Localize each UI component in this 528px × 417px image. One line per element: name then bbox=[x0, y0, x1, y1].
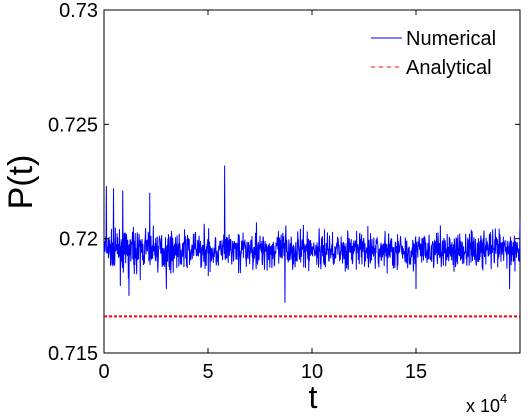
x-axis-label: t bbox=[309, 379, 318, 415]
x-tick-label: 5 bbox=[202, 361, 213, 383]
x-axis-multiplier: x 104 bbox=[466, 391, 507, 416]
x-tick-label: 15 bbox=[405, 361, 427, 383]
legend-label-numerical: Numerical bbox=[406, 28, 496, 50]
series-line-numerical bbox=[103, 165, 521, 303]
y-tick-label: 0.725 bbox=[48, 114, 98, 136]
y-tick-label: 0.72 bbox=[59, 229, 98, 251]
y-tick-label: 0.73 bbox=[59, 0, 98, 22]
series-layer bbox=[103, 165, 521, 318]
plot-area bbox=[103, 9, 521, 354]
y-axis-label: P(t) bbox=[2, 155, 40, 210]
ticks-layer: 0 5 10 15 0.715 0.72 0.725 0.73 bbox=[48, 0, 520, 383]
x-tick-label: 0 bbox=[98, 361, 109, 383]
x-axis-multiplier-base: x 10 bbox=[466, 396, 500, 416]
x-tick-label: 10 bbox=[301, 361, 323, 383]
legend-label-analytical: Analytical bbox=[406, 57, 492, 79]
x-axis-multiplier-exponent: 4 bbox=[500, 391, 507, 406]
legend: Numerical Analytical bbox=[371, 28, 496, 79]
y-tick-label: 0.715 bbox=[48, 343, 98, 365]
